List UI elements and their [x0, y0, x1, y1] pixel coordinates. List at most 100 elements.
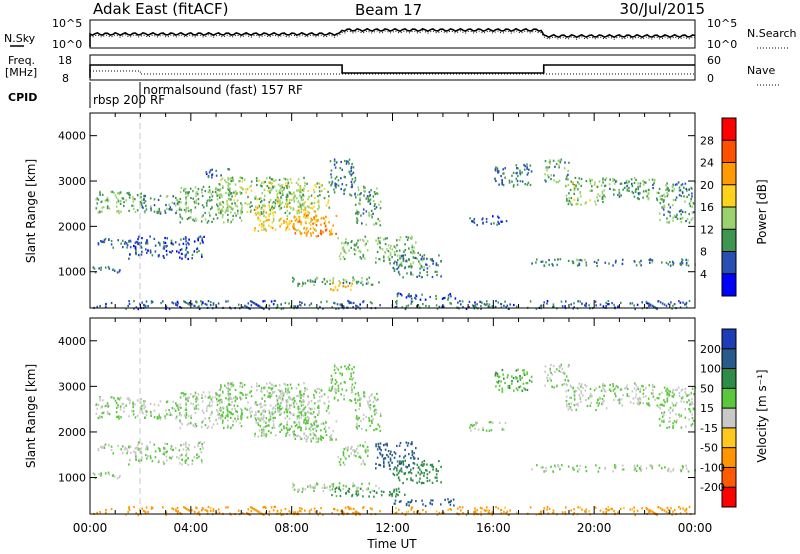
power-cell — [642, 179, 644, 183]
velocity-cell — [232, 412, 234, 416]
power-cell — [337, 179, 340, 182]
power-cell — [293, 200, 296, 203]
power-cell — [396, 295, 399, 298]
velocity-cell — [156, 417, 159, 420]
freq-label-line2: [MHz] — [5, 66, 37, 79]
power-cell — [306, 182, 308, 185]
velocity-cell — [485, 429, 488, 432]
power-cell — [402, 254, 404, 257]
velocity-cell — [215, 419, 217, 422]
velocity-cell — [563, 371, 565, 374]
power-cell — [553, 179, 555, 182]
power-cell — [564, 305, 566, 308]
velocity-cell — [227, 426, 229, 429]
power-cell — [580, 195, 582, 198]
power-cell — [209, 190, 211, 193]
power-cell — [260, 184, 262, 187]
power-cell — [349, 172, 351, 175]
velocity-cell — [352, 507, 355, 510]
power-cell — [310, 302, 313, 305]
velocity-cell — [565, 506, 567, 509]
velocity-cell — [170, 457, 172, 460]
power-cell — [126, 192, 129, 195]
power-cell — [654, 178, 656, 181]
power-cell — [642, 196, 644, 199]
power-cell — [330, 230, 332, 233]
power-cell — [288, 220, 291, 223]
velocity-cell — [274, 407, 277, 410]
power-cell — [306, 205, 309, 208]
power-cell — [184, 187, 187, 191]
power-cell — [577, 300, 579, 303]
power-cell — [575, 203, 578, 206]
power-cell — [273, 179, 275, 182]
power-cell — [570, 303, 572, 306]
velocity-cell — [359, 396, 361, 399]
velocity-cell — [550, 465, 552, 468]
power-cell — [310, 220, 312, 223]
velocity-cell — [122, 451, 124, 454]
velocity-cell — [522, 382, 525, 385]
velocity-cell — [236, 397, 238, 400]
velocity-cell — [544, 384, 546, 387]
velocity-cell — [506, 510, 509, 513]
velocity-cell — [303, 421, 305, 424]
power-cell — [348, 170, 351, 173]
power-cell — [353, 253, 356, 256]
power-cell — [121, 197, 124, 200]
velocity-cell — [645, 506, 648, 509]
velocity-cell — [141, 442, 143, 445]
velocity-cell — [379, 453, 382, 456]
velocity-cell — [672, 395, 675, 398]
velocity-cell — [204, 508, 207, 512]
velocity-cell — [264, 425, 267, 428]
power-cell — [393, 269, 396, 272]
power-cell — [382, 254, 385, 257]
power-cell — [250, 201, 252, 204]
power-cell — [185, 246, 188, 249]
velocity-cell — [290, 425, 293, 428]
colorbar-swatch — [722, 140, 736, 163]
velocity-cell — [602, 384, 604, 387]
velocity-cell — [140, 401, 142, 404]
power-cell — [405, 305, 408, 308]
velocity-cell — [222, 390, 224, 393]
velocity-cell — [272, 416, 275, 419]
velocity-cell — [526, 388, 529, 392]
power-cell — [187, 191, 189, 194]
power-cell — [546, 302, 548, 305]
power-cell — [337, 184, 340, 187]
power-cell — [277, 183, 280, 186]
velocity-cell — [601, 398, 604, 401]
velocity-cell — [257, 435, 260, 438]
power-cell — [341, 183, 344, 186]
power-cell — [322, 216, 325, 219]
velocity-cell — [407, 471, 410, 474]
power-cell — [333, 163, 336, 166]
velocity-cell — [356, 488, 358, 491]
power-cell — [601, 195, 604, 198]
velocity-cell — [503, 377, 505, 380]
power-cell — [250, 180, 253, 183]
power-cell — [325, 223, 327, 226]
velocity-cell — [193, 446, 196, 449]
power-cell — [153, 198, 156, 201]
velocity-cell — [329, 439, 331, 442]
velocity-cell — [692, 407, 695, 410]
velocity-cell — [620, 398, 623, 401]
velocity-cell — [116, 415, 118, 419]
power-cell — [101, 206, 104, 209]
power-cell — [292, 223, 295, 226]
power-cell — [361, 222, 363, 225]
velocity-cell — [483, 509, 486, 512]
power-cell — [272, 214, 275, 217]
power-cell — [573, 185, 576, 188]
power-cell — [117, 239, 119, 242]
velocity-cell — [177, 406, 179, 409]
power-cell — [179, 215, 182, 218]
velocity-cell — [307, 485, 309, 488]
velocity-cell — [313, 489, 315, 492]
power-cell — [255, 303, 258, 306]
power-cell — [153, 237, 156, 240]
velocity-cell — [612, 470, 614, 473]
